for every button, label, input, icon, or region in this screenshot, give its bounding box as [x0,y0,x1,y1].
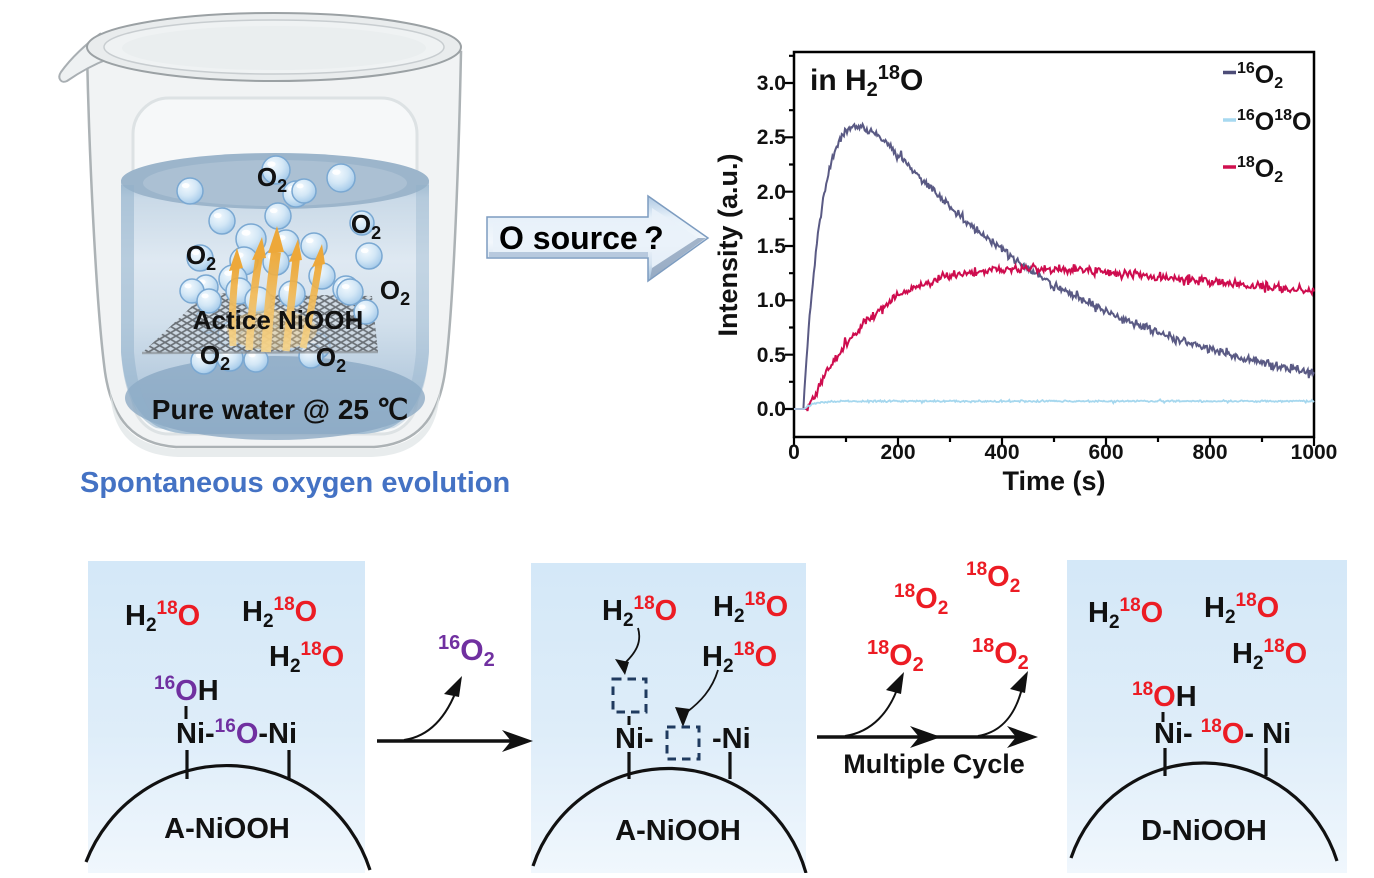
svg-text:D-NiOOH: D-NiOOH [1141,815,1267,847]
svg-text:1.5: 1.5 [757,235,787,258]
svg-text:3.0: 3.0 [757,72,786,95]
svg-text:O source ?: O source ? [499,220,664,256]
svg-text:18O2: 18O2 [966,559,1020,597]
svg-text:18OH: 18OH [1132,679,1197,713]
svg-text:H218O: H218O [1088,595,1163,633]
svg-text:Intensity (a.u.): Intensity (a.u.) [713,153,743,336]
svg-text:200: 200 [880,441,915,464]
svg-text:in H218O: in H218O [810,62,923,101]
svg-text:18O2: 18O2 [1237,154,1283,186]
svg-text:18O2: 18O2 [867,637,924,676]
svg-text:H218O: H218O [713,589,788,627]
svg-text:H218O: H218O [125,598,200,636]
svg-text:H218O: H218O [242,594,317,632]
svg-text:800: 800 [1192,441,1227,464]
svg-text:A-NiOOH: A-NiOOH [615,815,741,847]
svg-text:0.0: 0.0 [757,398,786,421]
svg-text:16O2: 16O2 [438,632,495,671]
svg-text:2.0: 2.0 [757,181,786,204]
svg-text:H218O: H218O [1204,590,1279,628]
svg-text:1.0: 1.0 [757,289,786,312]
svg-text:18O2: 18O2 [972,635,1029,674]
svg-text:Spontaneous oxygen evolution: Spontaneous oxygen evolution [80,467,510,499]
svg-text:Multiple Cycle: Multiple Cycle [843,749,1025,779]
svg-text:H218O: H218O [269,639,344,677]
svg-text:H218O: H218O [602,593,677,631]
svg-text:H218O: H218O [1232,636,1307,674]
svg-text:Ni-: Ni- [615,723,654,755]
svg-text:Ni- 18O- Ni: Ni- 18O- Ni [1154,716,1291,750]
svg-text:0: 0 [788,441,800,464]
svg-text:16O2: 16O2 [1237,60,1283,92]
svg-text:16O18O: 16O18O [1237,107,1312,136]
svg-text:16OH: 16OH [154,673,219,707]
svg-text:400: 400 [984,441,1019,464]
svg-text:0.5: 0.5 [757,344,787,367]
svg-text:H218O: H218O [702,639,777,677]
svg-text:600: 600 [1088,441,1123,464]
svg-text:2.5: 2.5 [757,126,787,149]
svg-text:1000: 1000 [1291,441,1338,464]
svg-text:-Ni: -Ni [712,723,751,755]
svg-text:Ni-16O-Ni: Ni-16O-Ni [176,716,297,750]
svg-text:A-NiOOH: A-NiOOH [164,813,290,845]
svg-text:Actice NiOOH: Actice NiOOH [193,305,364,335]
svg-text:18O2: 18O2 [894,581,948,619]
svg-text:Pure water @ 25 ℃: Pure water @ 25 ℃ [152,394,408,425]
svg-text:Time (s): Time (s) [1002,466,1105,496]
